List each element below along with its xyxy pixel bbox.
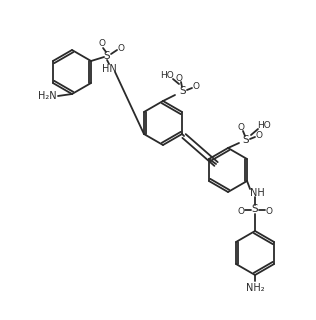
Text: O: O: [238, 207, 245, 217]
Text: O: O: [99, 38, 106, 47]
Text: S: S: [252, 204, 258, 214]
Text: HN: HN: [102, 64, 116, 74]
Text: NH₂: NH₂: [246, 283, 264, 293]
Text: O: O: [256, 131, 263, 140]
Text: O: O: [192, 82, 199, 91]
Text: O: O: [238, 123, 245, 132]
Text: S: S: [243, 135, 249, 145]
Text: HO: HO: [257, 121, 271, 130]
Text: H₂N: H₂N: [38, 91, 56, 101]
Text: O: O: [118, 44, 125, 52]
Text: O: O: [175, 74, 183, 83]
Text: O: O: [265, 207, 273, 217]
Text: S: S: [180, 86, 186, 96]
Text: HO: HO: [160, 70, 174, 79]
Text: NH: NH: [250, 188, 264, 198]
Text: S: S: [104, 51, 110, 61]
